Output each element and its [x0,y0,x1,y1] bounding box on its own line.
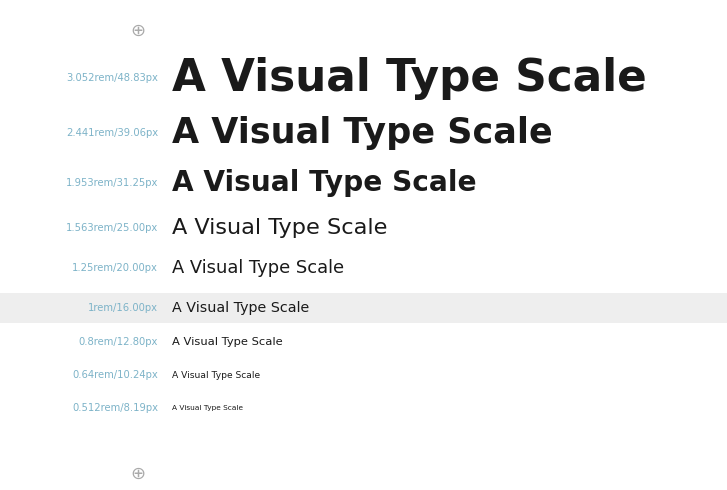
Text: A Visual Type Scale: A Visual Type Scale [172,169,477,197]
Text: A Visual Type Scale: A Visual Type Scale [172,259,344,277]
Text: A Visual Type Scale: A Visual Type Scale [172,370,260,379]
Text: A Visual Type Scale: A Visual Type Scale [172,337,283,347]
Text: 1.953rem/31.25px: 1.953rem/31.25px [65,178,158,188]
Text: A Visual Type Scale: A Visual Type Scale [172,405,243,411]
Text: 0.8rem/12.80px: 0.8rem/12.80px [79,337,158,347]
Text: A Visual Type Scale: A Visual Type Scale [172,116,553,150]
Text: 1.563rem/25.00px: 1.563rem/25.00px [65,223,158,233]
Text: A Visual Type Scale: A Visual Type Scale [172,218,387,238]
Text: 0.512rem/8.19px: 0.512rem/8.19px [72,403,158,413]
Text: 1.25rem/20.00px: 1.25rem/20.00px [72,263,158,273]
Text: A Visual Type Scale: A Visual Type Scale [172,56,647,99]
Text: ⊕: ⊕ [130,22,145,40]
Text: 2.441rem/39.06px: 2.441rem/39.06px [66,128,158,138]
Text: 0.64rem/10.24px: 0.64rem/10.24px [72,370,158,380]
Text: 1rem/16.00px: 1rem/16.00px [88,303,158,313]
Text: 3.052rem/48.83px: 3.052rem/48.83px [66,73,158,83]
Text: ⊕: ⊕ [130,465,145,483]
Text: A Visual Type Scale: A Visual Type Scale [172,301,309,315]
